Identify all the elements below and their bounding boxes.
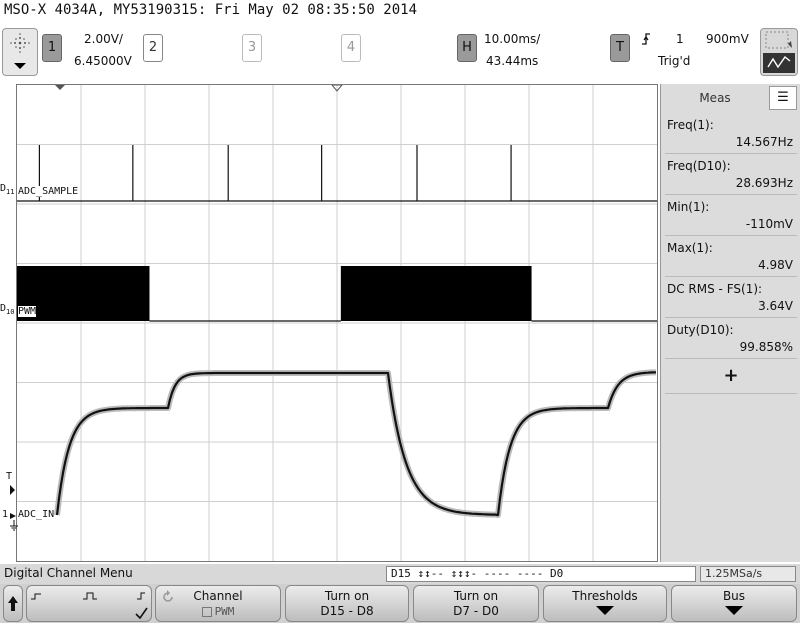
list-icon[interactable]: ☰ (769, 86, 797, 110)
trigger-level-marker: T (6, 471, 13, 482)
back-button[interactable] (3, 585, 23, 622)
bus-button[interactable]: Bus (671, 585, 797, 622)
meas-value: 28.693Hz (735, 176, 793, 190)
turn-on-high-value: D15 - D8 (320, 604, 374, 618)
meas-label: Freq(1): (667, 118, 714, 132)
thresholds-button[interactable]: Thresholds (543, 585, 667, 622)
measurements-panel: Meas ☰ Freq(1): 14.567Hz Freq(D10): 28.6… (660, 84, 800, 562)
meas-item[interactable]: Freq(1): 14.567Hz (665, 114, 797, 154)
softkey-bar: Channel PWM Turn on D15 - D8 Turn on D7 … (0, 584, 800, 623)
trigger-level: 900mV (706, 32, 749, 46)
pwm-high-region (17, 266, 150, 321)
trigger-position-marker (55, 85, 65, 90)
submenu-arrow-icon (725, 606, 743, 615)
adc-sample-label: ADC_SAMPLE (18, 186, 79, 197)
meas-value: -110mV (745, 217, 793, 231)
crosshair-icon (10, 33, 30, 69)
meas-tab[interactable]: Meas (699, 91, 731, 105)
channel-1-ground-marker: 1 (2, 509, 9, 520)
turn-on-low-value: D7 - D0 (453, 604, 499, 618)
rotate-knob-icon (163, 590, 173, 602)
rising-edge-icon (642, 33, 650, 45)
turn-on-high-label: Turn on (324, 589, 370, 603)
turn-on-low-label: Turn on (453, 589, 499, 603)
channel-1-button[interactable]: 1 (42, 34, 62, 62)
turn-on-d15-d8-button[interactable]: Turn on D15 - D8 (285, 585, 409, 622)
zoom-box-icon (763, 31, 795, 73)
adc-in-label: ADC_IN (18, 509, 55, 520)
chevron-down-icon (14, 63, 26, 69)
horizontal-delay: 43.44ms (486, 54, 539, 68)
pulse-shapes-icon (31, 592, 148, 620)
waveform-display[interactable] (16, 84, 658, 562)
ground-marker-icon (10, 485, 18, 531)
meas-label: Freq(D10): (667, 159, 731, 173)
up-arrow-icon (8, 596, 18, 611)
window-title: MSO-X 4034A, MY53190315: Fri May 02 08:3… (4, 2, 418, 18)
navigation-button[interactable] (2, 28, 38, 76)
submenu-arrow-icon (596, 606, 614, 615)
sample-rate: 1.25MSa/s (700, 566, 796, 582)
channel-2-button[interactable]: 2 (143, 34, 163, 62)
adc-in-noise-band (54, 369, 657, 518)
meas-item[interactable]: Max(1): 4.98V (665, 237, 797, 277)
trigger-button[interactable]: T (610, 34, 630, 62)
channel-select-button[interactable]: Channel PWM (155, 585, 281, 622)
channel-1-scale: 2.00V/ (84, 32, 123, 46)
meas-value: 4.98V (758, 258, 793, 272)
checkbox-icon (201, 606, 212, 617)
meas-item[interactable]: Min(1): -110mV (665, 196, 797, 236)
meas-item[interactable]: Duty(D10): 99.858% (665, 319, 797, 359)
horizontal-scale: 10.00ms/ (484, 32, 541, 46)
channel-1-offset: 6.45000V (74, 54, 132, 68)
bus-label: Bus (722, 589, 746, 603)
meas-label: Max(1): (667, 241, 713, 255)
meas-label: Min(1): (667, 200, 710, 214)
channel-4-button[interactable]: 4 (341, 34, 361, 62)
checkmark-icon (135, 607, 148, 620)
waveform-canvas (17, 85, 657, 561)
channel-value: PWM (156, 603, 280, 620)
threshold-type-button[interactable] (26, 585, 152, 622)
meas-value: 14.567Hz (735, 135, 793, 149)
pwm-label: PWM (18, 306, 37, 317)
adc-in-trace (55, 371, 657, 517)
thresholds-label: Thresholds (572, 589, 638, 603)
trigger-source: 1 (676, 32, 684, 46)
meas-value: 99.858% (739, 340, 793, 354)
zoom-mode-button[interactable] (760, 28, 798, 76)
menu-title: Digital Channel Menu (4, 566, 133, 580)
header-bar: 1 2.00V/ 6.45000V 2 3 4 H 10.00ms/ 43.44… (0, 24, 800, 80)
meas-label: DC RMS - FS(1): (667, 282, 763, 296)
meas-value: 3.64V (758, 299, 793, 313)
meas-item[interactable]: Freq(D10): 28.693Hz (665, 155, 797, 195)
time-reference-marker (331, 85, 343, 92)
digital-bit-display: D15 ↕↕-- ↕↕↕- ---- ---- D0 (386, 566, 696, 582)
meas-item[interactable]: DC RMS - FS(1): 3.64V (665, 278, 797, 318)
status-bar: Digital Channel Menu D15 ↕↕-- ↕↕↕- ---- … (0, 564, 800, 584)
trigger-status: Trig'd (658, 54, 691, 68)
digital-d10-index: D10 (0, 303, 15, 316)
channel-label: Channel (193, 589, 243, 603)
channel-3-button[interactable]: 3 (242, 34, 262, 62)
digital-d11-index: D11 (0, 183, 15, 196)
horizontal-button[interactable]: H (457, 34, 477, 62)
add-measurement-button[interactable]: + (665, 358, 797, 394)
meas-label: Duty(D10): (667, 323, 734, 337)
turn-on-d7-d0-button[interactable]: Turn on D7 - D0 (413, 585, 539, 622)
pwm-high-region (340, 266, 532, 321)
